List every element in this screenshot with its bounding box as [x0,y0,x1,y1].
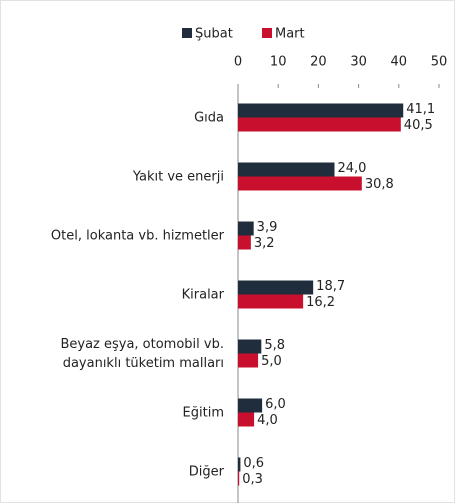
bar [238,221,254,236]
value-label: 0,6 [243,456,264,471]
x-tick-label: 30 [350,55,367,70]
value-label: 6,0 [265,397,286,412]
value-label: 5,8 [264,338,285,353]
value-label: 30,8 [365,177,394,192]
value-label: 18,7 [316,279,345,294]
value-label: 40,5 [404,118,433,133]
value-label: 4,0 [257,413,278,428]
y-tick-label: Beyaz eşya, otomobil vb. dayanıklı tüket… [60,336,224,371]
legend-swatch [182,28,192,38]
bar [238,176,362,191]
bar [238,294,304,309]
x-tick-label: 40 [391,55,408,70]
value-label: 0,3 [242,472,263,487]
bar [238,457,241,472]
value-label: 16,2 [306,295,335,310]
y-tick-label: Eğitim [182,405,224,420]
x-tick-label: 50 [431,55,448,70]
bar [238,235,251,250]
legend-label: Mart [275,27,305,42]
legend-swatch [262,28,272,38]
x-tick-label: 20 [310,55,327,70]
value-label: 3,9 [257,220,278,235]
bar [238,398,263,413]
value-label: 3,2 [254,236,275,251]
bar [238,103,404,118]
y-tick-label: Otel, lokanta vb. hizmetler [50,228,224,243]
bar [238,280,314,295]
bar [238,162,335,177]
y-tick-label: Kiralar [181,287,224,302]
y-tick-label: Yakıt ve enerji [132,169,224,184]
bar [238,471,240,486]
x-tick-label: 10 [270,55,287,70]
bar [238,117,401,132]
legend-label: Şubat [195,27,233,42]
bar [238,412,255,427]
x-tick-label: 0 [234,55,242,70]
bar [238,353,259,368]
value-label: 24,0 [337,161,366,176]
y-tick-label: Gıda [194,110,224,125]
bar [238,339,262,354]
value-label: 5,0 [261,354,282,369]
value-label: 41,1 [406,102,435,117]
y-tick-label: Diğer [188,464,224,479]
